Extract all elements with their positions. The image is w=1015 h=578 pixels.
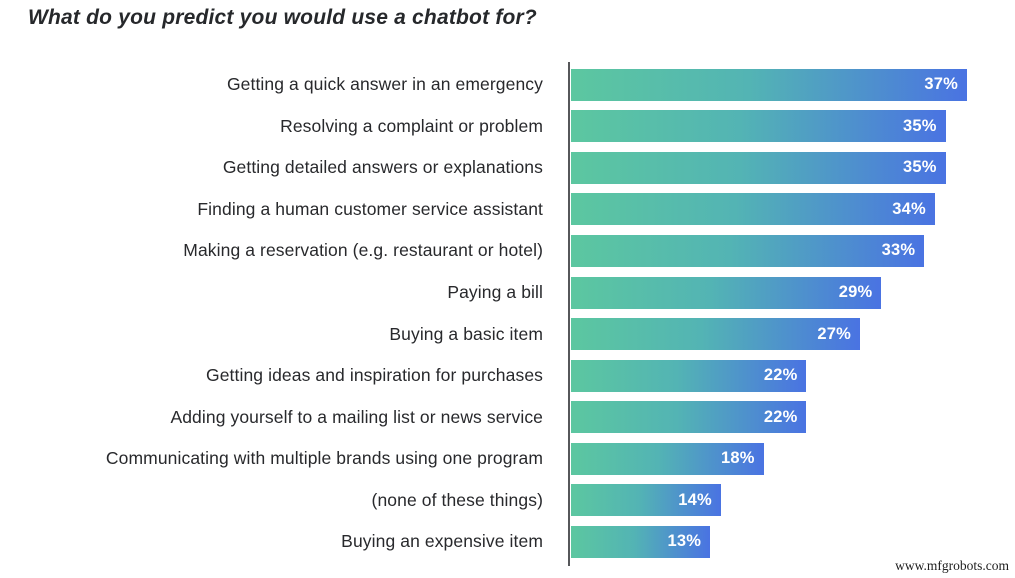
category-label: Buying a basic item [389, 323, 543, 344]
bar: 35% [571, 110, 946, 143]
watermark-url: www.mfgrobots.com [895, 558, 1009, 573]
value-label: 35% [902, 116, 937, 135]
category-label: Getting ideas and inspiration for purcha… [206, 365, 543, 386]
bar-row: Communicating with multiple brands using… [0, 438, 1015, 480]
bar: 35% [571, 151, 946, 184]
bar-row: (none of these things) 14% [0, 479, 1015, 521]
bar-row: Getting detailed answers or explanations… [0, 147, 1015, 189]
value-label: 22% [763, 366, 798, 385]
bar: 29% [571, 276, 882, 309]
value-label: 18% [721, 449, 755, 468]
category-label: Making a reservation (e.g. restaurant or… [183, 240, 543, 261]
value-label: 29% [838, 283, 873, 301]
value-label: 27% [817, 324, 851, 343]
value-label: 35% [902, 158, 937, 177]
bar-row: Buying an expensive item 13% [0, 521, 1015, 563]
bar: 18% [571, 442, 764, 475]
bar-row: Paying a bill 29% [0, 272, 1015, 314]
value-label: 22% [763, 407, 798, 426]
category-label: Finding a human customer service assista… [197, 198, 543, 219]
y-axis-line [568, 62, 570, 566]
category-label: Resolving a complaint or problem [280, 115, 543, 136]
bar: 22% [571, 401, 807, 434]
bar-row: Adding yourself to a mailing list or new… [0, 396, 1015, 438]
category-label: Communicating with multiple brands using… [105, 448, 543, 469]
bar: 14% [571, 484, 721, 517]
category-label: Paying a bill [447, 282, 543, 302]
bar-row: Resolving a complaint or problem 35% [0, 106, 1015, 148]
bar: 22% [571, 359, 807, 392]
value-label: 33% [881, 241, 916, 260]
chart-title: What do you predict you would use a chat… [28, 6, 537, 29]
bar: 13% [571, 525, 711, 558]
value-label: 34% [892, 199, 926, 218]
value-label: 14% [678, 490, 712, 509]
category-label: Getting detailed answers or explanations [222, 157, 543, 178]
category-label: Adding yourself to a mailing list or new… [170, 406, 543, 427]
bar-row: Getting a quick answer in an emergency 37… [0, 64, 1015, 106]
category-label: Getting a quick answer in an emergency [226, 74, 543, 95]
category-label: Buying an expensive item [341, 531, 543, 552]
value-label: 37% [924, 75, 958, 94]
bar-rows: Getting a quick answer in an emergency 37… [0, 64, 1015, 563]
bar: 27% [571, 318, 860, 351]
bar: 37% [571, 68, 967, 101]
value-label: 13% [667, 532, 702, 551]
bar-row: Getting ideas and inspiration for purcha… [0, 355, 1015, 397]
bar-row: Making a reservation (e.g. restaurant or… [0, 230, 1015, 272]
bar: 33% [571, 234, 925, 267]
bar-row: Finding a human customer service assista… [0, 189, 1015, 231]
category-label: (none of these things) [371, 489, 543, 510]
bar-row: Buying a basic item 27% [0, 313, 1015, 355]
bar: 34% [571, 193, 935, 226]
